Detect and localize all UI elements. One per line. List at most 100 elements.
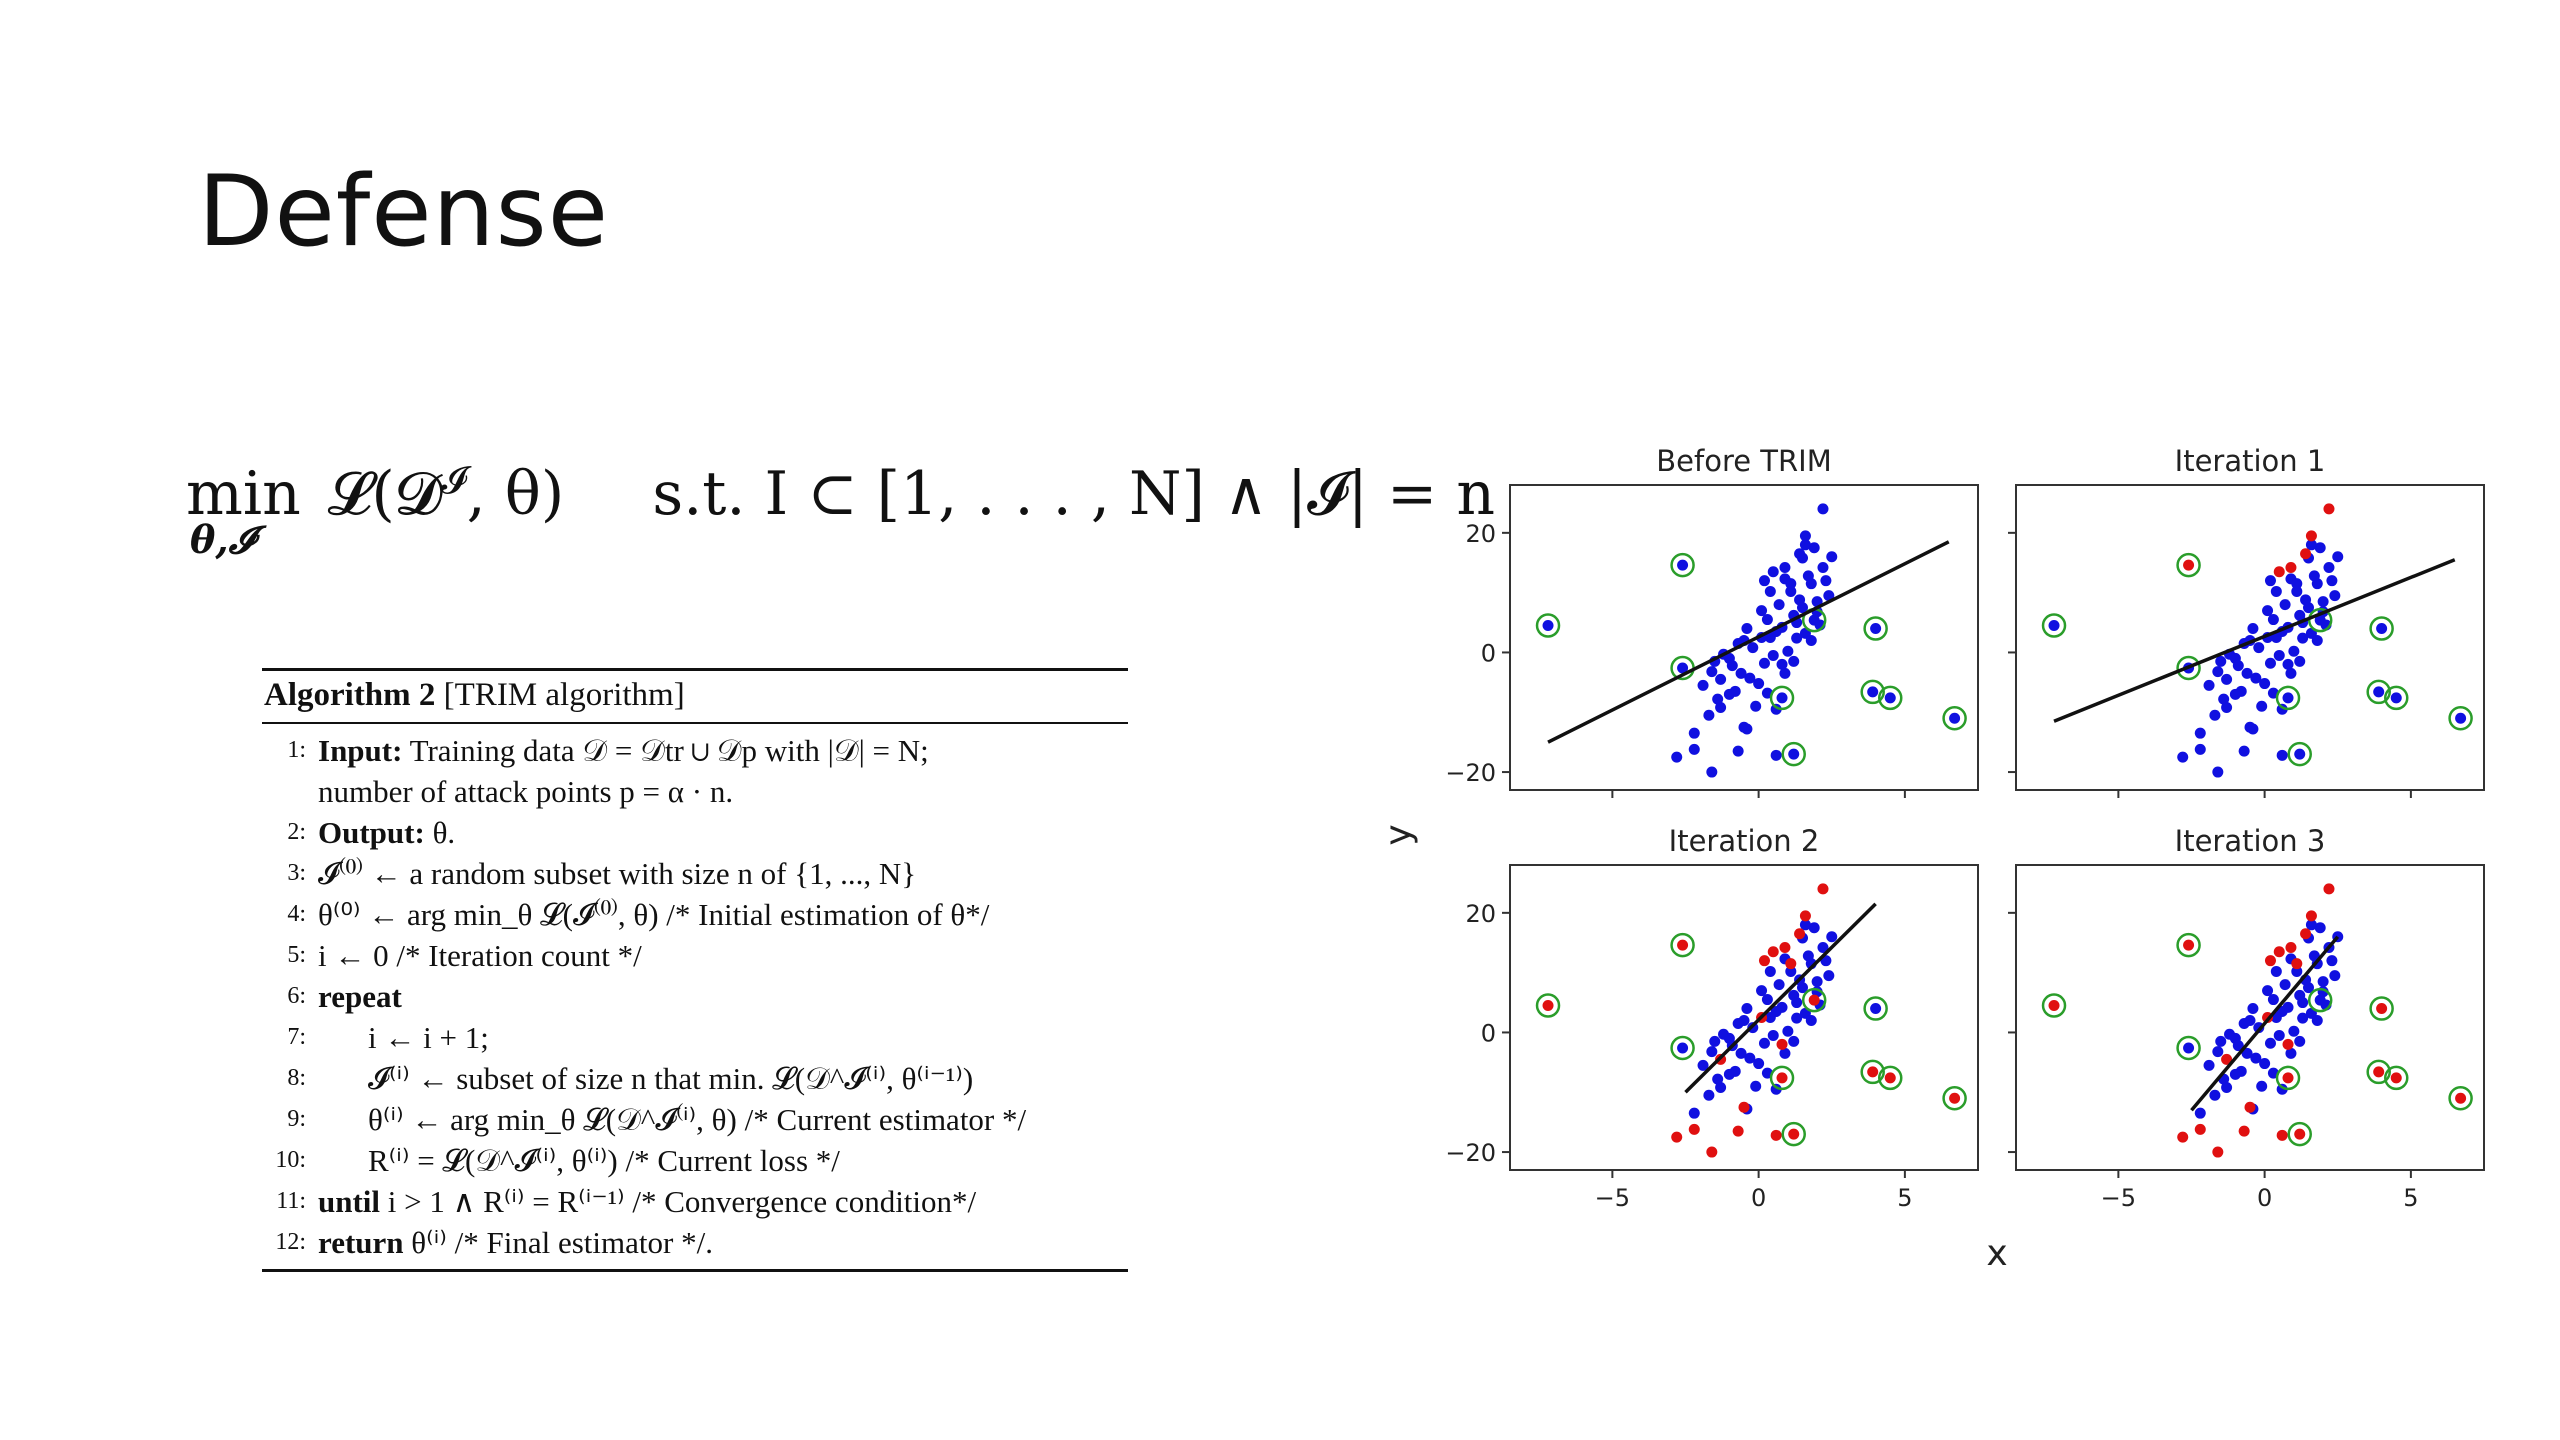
algorithm-number: Algorithm 2 [264, 677, 436, 713]
panel-title: Iteration 2 [1669, 824, 1820, 858]
blue-point [2311, 1014, 2323, 1026]
blue-point [2273, 1029, 2285, 1041]
blue-point [1811, 976, 1823, 988]
circled-point [2048, 1000, 2060, 1012]
blue-point [1805, 1014, 1817, 1026]
blue-point [1697, 1059, 1709, 1071]
blue-point [2221, 673, 2233, 685]
line-text: return θ⁽ⁱ⁾ /* Final estimator */. [318, 1225, 713, 1260]
blue-point [2291, 965, 2303, 977]
circled-point [1867, 686, 1879, 698]
blue-point [1758, 1037, 1770, 1049]
blue-point [1718, 1028, 1730, 1040]
blue-point [2329, 590, 2341, 602]
line-text: θ⁽⁰⁾ ← arg min_θ 𝓛(𝓘⁽⁰⁾, θ) /* Initial e… [318, 897, 990, 932]
circled-point [1949, 712, 1961, 724]
red-point [2221, 1053, 2233, 1065]
circled-point-ring [1670, 552, 1695, 578]
circled-point-ring [2176, 932, 2201, 958]
circled-point-ring [1860, 679, 1885, 705]
trim-scatter-chart: Before TRIM −20 0 20 Iteration 1 Iteration 2 −… [1380, 444, 2485, 1274]
blue-point [1805, 634, 1817, 646]
circled-point-ring [1535, 993, 1561, 1018]
blue-point [1712, 1073, 1724, 1085]
blue-point [2270, 585, 2282, 597]
regression-line [2190, 935, 2340, 1112]
blue-point [1703, 1089, 1715, 1101]
blue-point [2177, 751, 2189, 763]
circled-point [1788, 748, 1800, 760]
blue-point [1826, 551, 1838, 563]
blue-point [2224, 1028, 2236, 1040]
blue-point [1779, 562, 1791, 574]
blue-point [1823, 590, 1835, 602]
blue-point [2288, 645, 2300, 657]
red-point [2305, 910, 2317, 922]
blue-point [2323, 562, 2335, 574]
circled-point-ring [2448, 705, 2473, 731]
y-tick-label: 0 [1481, 639, 1496, 667]
blue-point [2264, 1037, 2276, 1049]
blue-point [2259, 678, 2271, 690]
blue-point [1802, 570, 1814, 582]
blue-point [2317, 976, 2329, 988]
blue-point [2212, 766, 2224, 778]
blue-point [1756, 605, 1768, 617]
blue-point [1791, 997, 1803, 1009]
circled-point-ring [2307, 987, 2333, 1013]
blue-point [2221, 1081, 2233, 1093]
blue-point [1788, 655, 1800, 667]
algo-line: 8: 𝓘⁽ⁱ⁾ ← subset of size n that min. 𝓛(𝒟… [262, 1058, 1128, 1099]
blue-point [2279, 599, 2291, 611]
blue-point [1785, 965, 1797, 977]
red-point [1688, 1123, 1700, 1135]
blue-point [1735, 1047, 1747, 1059]
blue-point [2332, 551, 2344, 563]
blue-point [2273, 649, 2285, 661]
line-number: 6: [287, 983, 306, 1009]
blue-point [1761, 994, 1773, 1006]
blue-point [1791, 632, 1803, 644]
circled-point-ring [2287, 1121, 2312, 1147]
blue-point [1817, 562, 1829, 574]
red-point [2285, 562, 2297, 574]
red-point [2273, 946, 2285, 958]
blue-point [1706, 666, 1718, 678]
blue-point [2270, 965, 2282, 977]
blue-point [1773, 599, 1785, 611]
blue-point [2305, 539, 2317, 551]
red-point [2291, 958, 2303, 970]
circled-point-ring [1769, 685, 1795, 711]
line-number: 1: [287, 737, 306, 763]
circled-point-ring [1863, 996, 1888, 1021]
line-text: number of attack points p = α · n. [318, 774, 734, 809]
blue-point [1753, 1058, 1765, 1070]
panel-title: Before TRIM [1656, 444, 1831, 478]
blue-point [2194, 727, 2206, 739]
circled-point-ring [2366, 1059, 2391, 1085]
blue-point [1741, 623, 1753, 635]
circled-point-ring [2384, 685, 2409, 711]
blue-point [2218, 693, 2230, 705]
line-number: 2: [287, 819, 306, 845]
x-tick-label: −5 [1595, 1184, 1630, 1212]
blue-point [1758, 657, 1770, 669]
circled-point-ring [1942, 1085, 1967, 1111]
circled-point [1677, 662, 1689, 674]
line-text: θ⁽ⁱ⁾ ← arg min_θ 𝓛(𝒟^𝓘⁽ⁱ⁾, θ) /* Current… [368, 1102, 1027, 1137]
circled-point [1677, 1042, 1689, 1054]
blue-point [1732, 1017, 1744, 1029]
blue-point [2215, 1035, 2227, 1047]
circled-point-ring [2384, 1065, 2409, 1091]
circled-point-ring [1781, 741, 1806, 767]
blue-point [1767, 1029, 1779, 1041]
blue-point [1723, 1068, 1735, 1080]
blue-point [1688, 1107, 1700, 1119]
circled-point [1677, 939, 1689, 951]
blue-point [1770, 749, 1782, 761]
blue-point [1764, 965, 1776, 977]
blue-point [1826, 931, 1838, 943]
line-number: 3: [287, 860, 306, 886]
line-text: i ← 0 /* Iteration count */ [318, 938, 642, 973]
blue-point [2262, 985, 2274, 997]
